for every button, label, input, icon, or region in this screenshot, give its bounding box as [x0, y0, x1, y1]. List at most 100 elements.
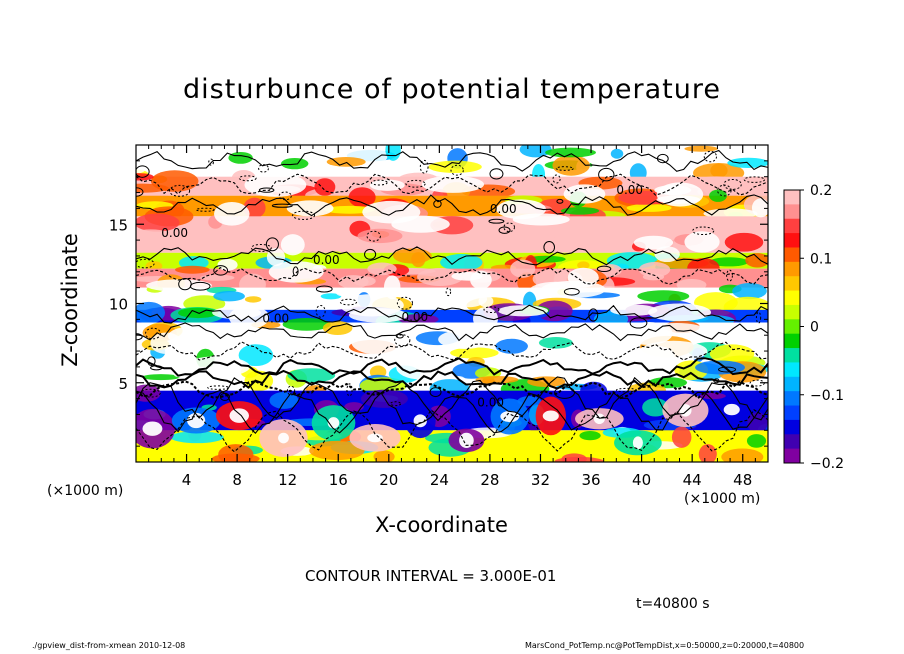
contour-loop-11: [136, 165, 150, 178]
band-0-blob-22: [545, 147, 596, 158]
band-7-blob-22: [136, 301, 166, 324]
footer-script-name: ./gpview_dist-from-xmean 2010-12-08: [32, 641, 186, 650]
contour-loop-29: [429, 387, 442, 398]
contour-loop-3: [543, 240, 556, 254]
colorbar-swatch-5: [784, 261, 800, 277]
band-1-blob-20: [150, 170, 199, 192]
contour-loop-66: [703, 150, 718, 163]
white-patch-14: [280, 234, 305, 256]
contour-line-1: [136, 173, 768, 196]
contour-loop-20: [147, 356, 156, 367]
x-tick-label-4: 20: [379, 471, 398, 489]
y-tick-label-1: 10: [109, 296, 128, 314]
contour-loop-42: [755, 311, 762, 324]
contour-loop-19: [588, 308, 599, 322]
contour-loop-43: [292, 210, 316, 220]
colorbar-swatch-18: [784, 448, 800, 464]
band-2-blob-4: [348, 187, 376, 208]
white-patch-34: [470, 270, 492, 290]
band-11-blob-4: [373, 450, 395, 462]
x-tick-label-2: 12: [278, 471, 297, 489]
colorbar-tick-label-4: −0.2: [810, 456, 844, 472]
contour-lines: 0.00 0.00 0.00 0.00 0.00 0.00 0.00: [136, 149, 768, 453]
x-tick-label-11: 48: [733, 471, 752, 489]
contour-loop-38: [271, 203, 293, 208]
colorbar-swatch-10: [784, 333, 800, 349]
contour-label-6: 0.00: [477, 396, 504, 410]
contour-label-2: 0.00: [401, 310, 428, 324]
contour-loop-30: [433, 199, 442, 208]
colorbar-tick-label-0: 0.2: [810, 183, 832, 199]
contour-loop-26: [278, 191, 292, 201]
x-axis: 4 8 12 16 20 24 28 32 36 40 44 48: [148, 145, 756, 489]
colorbar-swatch-9: [784, 319, 800, 335]
band-4-blob-25: [577, 261, 590, 270]
contour-label-5: 0.00: [262, 312, 289, 326]
contour-loop-24: [258, 187, 275, 193]
band-7-blob-14: [398, 314, 439, 325]
band-8-blob-13: [238, 344, 274, 367]
white-patch-22: [391, 215, 450, 233]
band-3-blob-22: [317, 230, 355, 247]
contour-loop-32: [195, 207, 215, 212]
band-3-blob-8: [606, 217, 637, 239]
contour-label-0: 0.00: [161, 226, 188, 240]
contour-line-13: [136, 409, 768, 453]
eddy-core-5: [367, 433, 383, 443]
colorbar-swatch-0: [784, 190, 800, 205]
contour-loop-60: [370, 179, 388, 186]
white-patch-37: [268, 261, 324, 283]
contour-loop-6: [250, 243, 272, 252]
band-6-blob-7: [335, 287, 350, 297]
contour-loop-63: [286, 385, 296, 396]
band-5-blob-6: [200, 274, 235, 281]
colorbar: 0.2 0.1 0 −0.1 −0.2: [783, 183, 844, 472]
band-6-blob-23: [449, 290, 488, 308]
contour-loop-7: [450, 164, 464, 176]
contour-line-5: [136, 304, 768, 324]
contour-loop-52: [489, 168, 504, 180]
band-2-blob-10: [324, 205, 375, 214]
contour-loop-53: [178, 277, 192, 291]
band-8-blob-17: [538, 337, 573, 349]
contour-loop-23: [555, 166, 574, 171]
contour-loop-2: [713, 378, 720, 384]
white-patch-30: [541, 280, 606, 299]
contour-line-8: [136, 357, 768, 377]
band-8-blob-21: [322, 321, 353, 336]
band-3-blob-3: [724, 232, 764, 252]
contour-loop-36: [238, 175, 257, 182]
x-tick-label-5: 24: [430, 471, 449, 489]
band-11-blob-24: [170, 431, 224, 444]
contour-line-7: [136, 341, 768, 361]
contour-loop-69: [405, 179, 426, 188]
contour-loop-22: [596, 265, 612, 273]
band-6-blob-18: [637, 290, 690, 303]
eddy-core-9: [542, 410, 559, 422]
band-0-blob-21: [136, 155, 149, 174]
band-5-blob-24: [367, 262, 397, 276]
band-8-blob-0: [282, 317, 331, 331]
band-10-blob-21: [136, 384, 161, 402]
band-4-blob-9: [440, 254, 483, 271]
white-patch-15: [512, 213, 570, 226]
band-4-blob-14: [411, 252, 426, 268]
band-2-blob-14: [626, 203, 672, 212]
contour-label-3: 0.00: [490, 202, 517, 216]
contour-line-11: [136, 376, 768, 422]
eddy-core-0: [142, 421, 163, 436]
band-3-blob-1: [509, 224, 558, 243]
white-patch-4: [610, 304, 658, 316]
contour-line-6: [136, 322, 768, 342]
contour-loop-55: [717, 184, 732, 197]
x-tick-label-1: 8: [232, 471, 242, 489]
colorbar-swatch-7: [784, 290, 800, 306]
band-9-blob-19: [287, 368, 336, 383]
band-4-blob-24: [745, 253, 768, 268]
band-11-blob-23: [309, 440, 365, 461]
band-5-blob-25: [638, 262, 671, 278]
white-patch-13: [497, 305, 549, 317]
contour-loop-54: [629, 317, 648, 329]
band-11-blob-19: [211, 453, 260, 462]
band-5-blob-11: [175, 265, 210, 274]
